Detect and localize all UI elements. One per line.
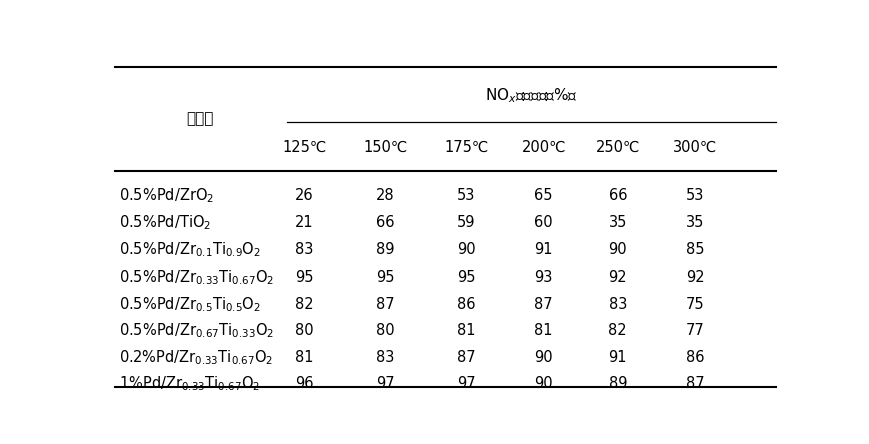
Text: 0.5%Pd/Zr$_{0.5}$Ti$_{0.5}$O$_2$: 0.5%Pd/Zr$_{0.5}$Ti$_{0.5}$O$_2$ [119, 295, 261, 314]
Text: 0.2%Pd/Zr$_{0.33}$Ti$_{0.67}$O$_2$: 0.2%Pd/Zr$_{0.33}$Ti$_{0.67}$O$_2$ [119, 348, 273, 367]
Text: 83: 83 [295, 242, 313, 258]
Text: 65: 65 [534, 188, 553, 202]
Text: 催化剂: 催化剂 [186, 111, 213, 127]
Text: 81: 81 [456, 323, 474, 338]
Text: 86: 86 [456, 297, 474, 312]
Text: 92: 92 [686, 270, 704, 285]
Text: 125℃: 125℃ [282, 140, 326, 155]
Text: 175℃: 175℃ [443, 140, 488, 155]
Text: 80: 80 [375, 323, 394, 338]
Text: 91: 91 [534, 242, 553, 258]
Text: 60: 60 [534, 215, 553, 230]
Text: 93: 93 [534, 270, 552, 285]
Text: 150℃: 150℃ [362, 140, 407, 155]
Text: 91: 91 [607, 350, 627, 365]
Text: 87: 87 [375, 297, 394, 312]
Text: 81: 81 [534, 323, 553, 338]
Text: NO$_x$的转化率（%）: NO$_x$的转化率（%） [485, 87, 578, 105]
Text: 89: 89 [375, 242, 394, 258]
Text: 0.5%Pd/Zr$_{0.67}$Ti$_{0.33}$O$_2$: 0.5%Pd/Zr$_{0.67}$Ti$_{0.33}$O$_2$ [119, 321, 274, 340]
Text: 85: 85 [686, 242, 704, 258]
Text: 77: 77 [685, 323, 704, 338]
Text: 90: 90 [534, 376, 553, 391]
Text: 81: 81 [295, 350, 313, 365]
Text: 96: 96 [295, 376, 313, 391]
Text: 97: 97 [375, 376, 394, 391]
Text: 250℃: 250℃ [595, 140, 640, 155]
Text: 300℃: 300℃ [673, 140, 717, 155]
Text: 66: 66 [607, 188, 627, 202]
Text: 90: 90 [534, 350, 553, 365]
Text: 0.5%Pd/Zr$_{0.1}$Ti$_{0.9}$O$_2$: 0.5%Pd/Zr$_{0.1}$Ti$_{0.9}$O$_2$ [119, 241, 261, 259]
Text: 90: 90 [456, 242, 474, 258]
Text: 21: 21 [295, 215, 313, 230]
Text: 35: 35 [686, 215, 704, 230]
Text: 82: 82 [295, 297, 313, 312]
Text: 26: 26 [295, 188, 313, 202]
Text: 0.5%Pd/ZrO$_2$: 0.5%Pd/ZrO$_2$ [119, 186, 214, 205]
Text: 66: 66 [375, 215, 394, 230]
Text: 83: 83 [608, 297, 627, 312]
Text: 200℃: 200℃ [521, 140, 565, 155]
Text: 95: 95 [295, 270, 313, 285]
Text: 28: 28 [375, 188, 394, 202]
Text: 87: 87 [534, 297, 553, 312]
Text: 82: 82 [607, 323, 627, 338]
Text: 86: 86 [686, 350, 704, 365]
Text: 83: 83 [375, 350, 394, 365]
Text: 92: 92 [607, 270, 627, 285]
Text: 80: 80 [295, 323, 313, 338]
Text: 89: 89 [607, 376, 627, 391]
Text: 95: 95 [456, 270, 474, 285]
Text: 75: 75 [686, 297, 704, 312]
Text: 87: 87 [686, 376, 704, 391]
Text: 90: 90 [607, 242, 627, 258]
Text: 87: 87 [456, 350, 474, 365]
Text: 0.5%Pd/TiO$_2$: 0.5%Pd/TiO$_2$ [119, 213, 211, 232]
Text: 35: 35 [608, 215, 627, 230]
Text: 97: 97 [456, 376, 474, 391]
Text: 1%Pd/Zr$_{0.33}$Ti$_{0.67}$O$_2$: 1%Pd/Zr$_{0.33}$Ti$_{0.67}$O$_2$ [119, 374, 260, 392]
Text: 95: 95 [375, 270, 394, 285]
Text: 0.5%Pd/Zr$_{0.33}$Ti$_{0.67}$O$_2$: 0.5%Pd/Zr$_{0.33}$Ti$_{0.67}$O$_2$ [119, 268, 274, 286]
Text: 53: 53 [686, 188, 704, 202]
Text: 59: 59 [456, 215, 474, 230]
Text: 53: 53 [456, 188, 474, 202]
